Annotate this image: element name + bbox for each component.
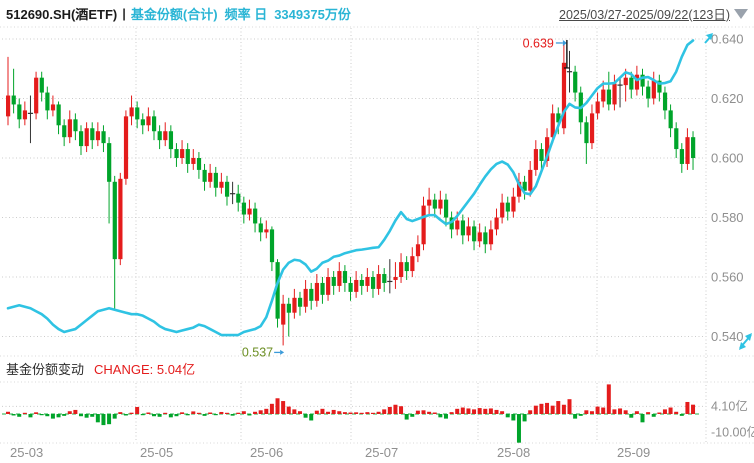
price-axis-labels: 0.640 0.620 0.600 0.580 0.560 0.540 xyxy=(711,32,744,345)
pane2-header: 基金份额变动 CHANGE: 5.04亿 xyxy=(6,359,195,378)
shares-total-value: 3349375万份 xyxy=(274,7,351,22)
month-gridlines xyxy=(135,28,707,442)
share-line-axis-marker xyxy=(704,33,713,44)
expand-icon[interactable] xyxy=(739,333,752,350)
frequency-label: 频率 日 xyxy=(224,7,268,22)
series-label: 基金份额(合计) xyxy=(130,7,218,22)
candles-layer xyxy=(6,41,696,346)
x-axis-label: 25-07 xyxy=(365,445,398,460)
header-separator: | xyxy=(122,6,126,21)
y-axis-label: 0.560 xyxy=(711,270,744,285)
x-axis-label: 25-05 xyxy=(140,445,173,460)
x-axis-label: 25-03 xyxy=(10,445,43,460)
volume-bars xyxy=(6,384,696,443)
x-axis-label: 25-06 xyxy=(250,445,283,460)
fund-share-line xyxy=(6,39,695,337)
date-range-text[interactable]: 2025/03/27-2025/09/22(123日) xyxy=(559,8,730,22)
volume-axis-label: 4.10亿 xyxy=(711,398,748,413)
volume-axis: 4.10亿 -10.00亿 xyxy=(2,398,754,440)
symbol-title: 512690.SH(酒ETF) xyxy=(6,7,118,22)
x-axis-labels: 25-03 25-05 25-06 25-07 25-08 25-09 xyxy=(10,445,650,460)
annotation-low-label: 0.537 xyxy=(242,345,273,359)
pane2-title: 基金份额变动 xyxy=(6,362,85,377)
annotation-high-label: 0.639 xyxy=(523,36,554,50)
annotation-high: 0.639 xyxy=(523,36,570,69)
date-range-selector[interactable]: 2025/03/27-2025/09/22(123日) xyxy=(559,4,748,23)
y-axis-label: 0.580 xyxy=(711,210,744,225)
annotation-low: 0.537 xyxy=(242,345,285,359)
volume-axis-label: -10.00亿 xyxy=(711,425,754,440)
y-axis-label: 0.600 xyxy=(711,151,744,166)
chart-header: 512690.SH(酒ETF) | 基金份额(合计) 频率 日 3349375万… xyxy=(0,0,754,25)
y-axis-label: 0.540 xyxy=(711,329,744,344)
y-axis-label: 0.620 xyxy=(711,91,744,106)
price-gridlines xyxy=(2,38,706,337)
change-value: CHANGE: 5.04亿 xyxy=(94,362,196,377)
y-axis-label: 0.640 xyxy=(711,32,744,47)
x-axis-label: 25-08 xyxy=(497,445,530,460)
x-axis-label: 25-09 xyxy=(617,445,650,460)
chevron-down-icon[interactable] xyxy=(734,9,748,19)
